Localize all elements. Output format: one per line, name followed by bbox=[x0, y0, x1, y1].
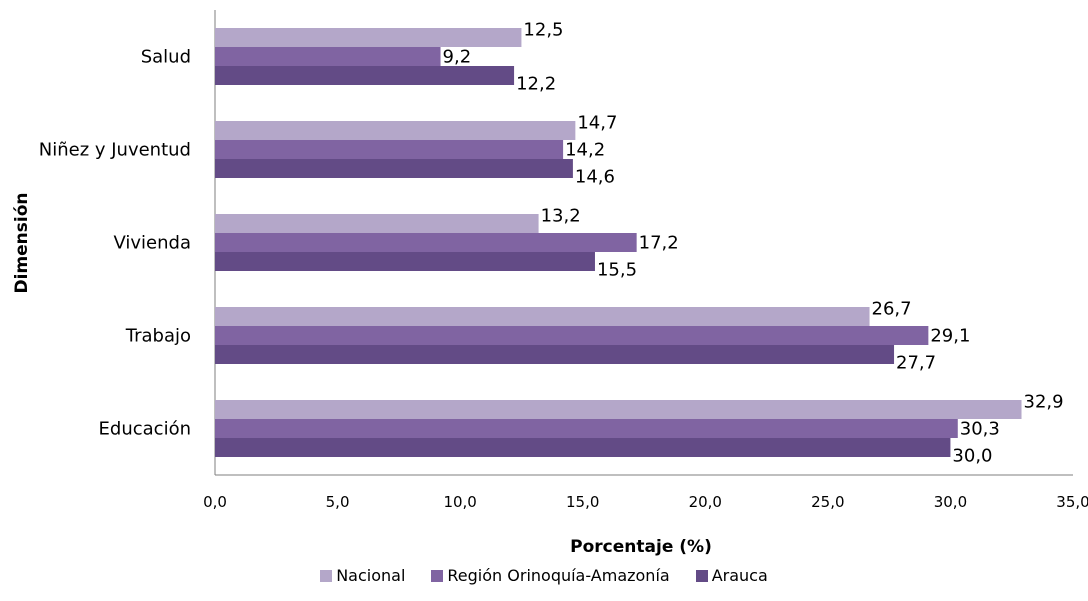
bar bbox=[215, 252, 595, 271]
bar bbox=[215, 438, 951, 457]
x-tick-label: 0,0 bbox=[203, 493, 227, 511]
y-axis-title: Dimensión bbox=[12, 192, 32, 293]
x-tick-label: 15,0 bbox=[566, 493, 599, 511]
data-label: 27,7 bbox=[896, 353, 936, 374]
bar bbox=[215, 326, 929, 345]
bar bbox=[215, 400, 1022, 419]
bars-group: 12,5 9,2 12,2 14,7 14,2 14,6 13,2 17,215,5 26,7 2… bbox=[215, 20, 1064, 467]
x-tick-label: 10,0 bbox=[443, 493, 476, 511]
data-label: 13,2 bbox=[541, 206, 581, 227]
x-tick-label: 20,0 bbox=[689, 493, 722, 511]
legend-swatch bbox=[320, 569, 333, 582]
data-label: 29,1 bbox=[930, 326, 970, 347]
legend-label: Nacional bbox=[336, 566, 406, 585]
data-label: 9,2 bbox=[443, 47, 472, 68]
legend-item: Nacional bbox=[320, 566, 405, 585]
x-ticks-group: 0,0 5,0 10,0 15,0 20,0 25,0 30,0 35,0 bbox=[203, 493, 1088, 511]
data-label: 30,3 bbox=[960, 419, 1000, 440]
bar bbox=[215, 159, 573, 178]
legend-item: Arauca bbox=[695, 566, 768, 585]
category-label: Educación bbox=[99, 419, 191, 440]
data-label: 14,7 bbox=[577, 113, 617, 134]
legend-label: Arauca bbox=[711, 566, 768, 585]
bar-chart: 12,5 9,2 12,2 14,7 14,2 14,6 13,2 17,215,5 26,7 2… bbox=[12, 10, 1088, 557]
legend-label: Región Orinoquía-Amazonía bbox=[447, 566, 670, 585]
x-tick-label: 5,0 bbox=[326, 493, 350, 511]
bar bbox=[215, 419, 958, 438]
category-labels-group: Salud Niñez y Juventud Vivienda Trabajo Educ… bbox=[39, 47, 191, 440]
x-axis-title: Porcentaje (%) bbox=[570, 537, 712, 557]
legend: Nacional Región Orinoquía-Amazonía Arauca bbox=[0, 566, 1088, 585]
x-tick-label: 25,0 bbox=[811, 493, 844, 511]
bar bbox=[215, 233, 637, 252]
data-label: 30,0 bbox=[952, 446, 992, 467]
legend-swatch bbox=[431, 569, 444, 582]
x-tick-label: 30,0 bbox=[934, 493, 967, 511]
data-label: 12,2 bbox=[516, 74, 556, 95]
data-label: 17,2 bbox=[639, 233, 679, 254]
bar bbox=[215, 121, 576, 140]
bar bbox=[215, 28, 522, 47]
data-label: 32,9 bbox=[1024, 392, 1064, 413]
bar bbox=[215, 214, 539, 233]
category-label: Vivienda bbox=[113, 233, 191, 254]
data-label: 14,6 bbox=[575, 167, 615, 188]
category-label: Niñez y Juventud bbox=[39, 140, 191, 161]
legend-swatch bbox=[695, 569, 708, 582]
data-label: 14,2 bbox=[565, 140, 605, 161]
bar bbox=[215, 307, 870, 326]
bar bbox=[215, 47, 441, 66]
x-tick-label: 35,0 bbox=[1056, 493, 1088, 511]
legend-item: Región Orinoquía-Amazonía bbox=[431, 566, 670, 585]
category-label: Trabajo bbox=[125, 326, 191, 347]
bar bbox=[215, 345, 895, 364]
data-label: 15,5 bbox=[597, 260, 637, 281]
data-label: 26,7 bbox=[872, 299, 912, 320]
category-label: Salud bbox=[141, 47, 191, 68]
data-label: 12,5 bbox=[523, 20, 563, 41]
bar bbox=[215, 140, 564, 159]
bar bbox=[215, 66, 515, 85]
